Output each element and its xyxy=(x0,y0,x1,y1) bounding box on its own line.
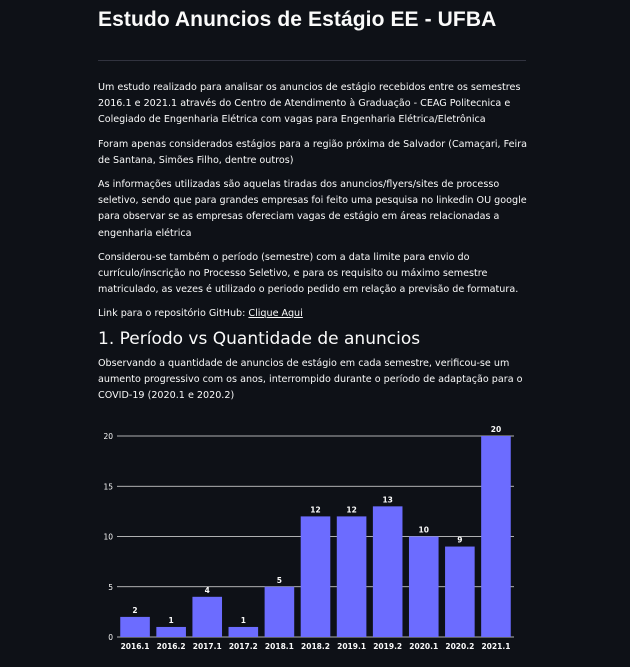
x-tick-label: 2017.2 xyxy=(229,642,258,651)
bar xyxy=(336,516,367,637)
bar xyxy=(445,546,475,637)
repo-prefix: Link para o repositório GitHub: xyxy=(98,308,249,320)
section-1-description: Observando a quantidade de anuncios de e… xyxy=(98,358,523,402)
bar xyxy=(372,506,403,637)
y-tick-label: 15 xyxy=(103,482,113,491)
intro-paragraph-4: Considerou-se também o período (semestre… xyxy=(98,251,519,296)
bar xyxy=(192,596,223,637)
intro-text: Um estudo realizado para analisar os anu… xyxy=(98,80,530,331)
bar xyxy=(264,586,295,637)
x-tick-label: 2020.2 xyxy=(445,642,474,651)
x-tick-label: 2018.1 xyxy=(265,642,294,651)
x-tick-label: 2016.2 xyxy=(157,642,186,651)
bar xyxy=(300,516,331,637)
x-tick-label: 2017.1 xyxy=(193,642,222,651)
data-label: 2 xyxy=(132,606,137,615)
data-label: 12 xyxy=(310,505,320,514)
x-tick-label: 2018.2 xyxy=(301,642,330,651)
bar xyxy=(228,626,259,637)
section-1-title: 1. Período vs Quantidade de anuncios xyxy=(98,329,421,349)
y-tick-label: 20 xyxy=(103,432,113,441)
data-label: 5 xyxy=(277,576,282,585)
x-tick-label: 2021.1 xyxy=(481,642,510,651)
bar xyxy=(120,616,150,637)
data-label: 1 xyxy=(169,616,174,625)
y-tick-label: 0 xyxy=(108,633,113,642)
data-label: 4 xyxy=(205,586,210,595)
data-label: 13 xyxy=(382,495,392,504)
y-tick-label: 5 xyxy=(108,583,113,592)
repo-link[interactable]: Clique Aqui xyxy=(248,308,303,320)
x-tick-label: 2016.1 xyxy=(121,642,150,651)
data-label: 1 xyxy=(241,616,246,625)
x-tick-label: 2019.2 xyxy=(373,642,402,651)
bar xyxy=(408,536,439,637)
data-label: 12 xyxy=(346,505,356,514)
intro-paragraph-1: Um estudo realizado para analisar os anu… xyxy=(98,82,521,126)
x-tick-label: 2019.1 xyxy=(337,642,366,651)
bar xyxy=(481,436,511,637)
divider xyxy=(98,60,526,61)
page-title: Estudo Anuncios de Estágio EE - UFBA xyxy=(98,8,497,31)
data-label: 9 xyxy=(457,536,462,545)
x-tick-label: 2020.1 xyxy=(409,642,438,651)
bar xyxy=(156,626,186,637)
data-label: 10 xyxy=(419,526,429,535)
data-label: 20 xyxy=(491,425,501,434)
repo-line: Link para o repositório GitHub: Clique A… xyxy=(98,306,530,322)
intro-paragraph-3: As informações utilizadas são aquelas ti… xyxy=(98,179,527,239)
y-tick-label: 10 xyxy=(103,533,113,542)
intro-paragraph-2: Foram apenas considerados estágios para … xyxy=(98,138,528,166)
